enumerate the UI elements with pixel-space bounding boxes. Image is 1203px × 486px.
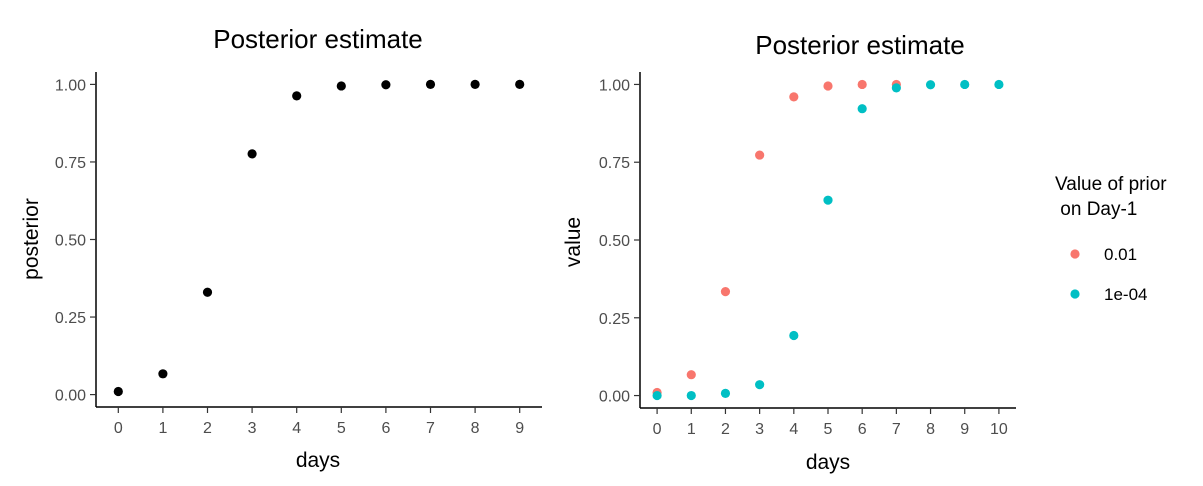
left-chart-series-point <box>470 79 480 90</box>
left-chart-y-tick-label: 0.00 <box>55 388 86 405</box>
right-chart-series-0-01-point <box>857 79 867 90</box>
right-chart-series-1e-04-point <box>720 388 731 398</box>
left-chart-x-tick-label: 4 <box>292 420 301 437</box>
legend-label: 1e-04 <box>1104 285 1147 304</box>
left-chart-y-tick-label: 1.00 <box>55 77 86 94</box>
right-chart-series-0-01-point <box>789 92 799 102</box>
left-chart-series-point <box>292 91 302 101</box>
right-chart-x-tick-label: 8 <box>926 421 935 438</box>
right-chart-y-axis-label: value <box>562 217 585 267</box>
legend-title: Value of prior on Day-1 <box>1055 174 1167 220</box>
left-chart-x-tick-label: 2 <box>203 420 212 437</box>
right-chart-y-tick-label: 0.50 <box>599 233 630 250</box>
legend-swatch <box>1070 249 1080 259</box>
left-chart-series-point <box>113 386 123 397</box>
right-chart-series-1e-04-point <box>686 390 696 401</box>
right-chart-x-axis-label: days <box>806 451 850 474</box>
right-chart-y-tick-label: 0.25 <box>599 311 630 328</box>
right-chart-series-1e-04-point <box>994 79 1004 90</box>
right-chart-series-1e-04-point <box>823 195 833 205</box>
right-chart-x-tick-label: 1 <box>687 421 696 438</box>
left-chart-y-tick-label: 0.75 <box>55 155 86 172</box>
right-chart-x-tick-label: 6 <box>858 421 867 438</box>
right-chart-series-0-01-point <box>823 81 833 91</box>
right-chart-x-tick-label: 0 <box>653 421 662 438</box>
left-chart-y-axis-label: posterior <box>20 198 43 280</box>
left-chart-x-tick-label: 0 <box>114 420 123 437</box>
right-chart-series-1e-04-point <box>891 83 901 93</box>
right-chart-series-0-01-point <box>686 370 696 380</box>
right-chart-series-1e-04-point <box>755 380 765 390</box>
left-chart-y-tick-label: 0.25 <box>55 310 86 327</box>
left-chart-x-tick-label: 9 <box>515 420 524 437</box>
right-chart-panel: Posterior estimate days value 0 1 2 3 4 5 6 7 8 9… <box>562 30 1016 474</box>
right-chart-series-1e-04-point <box>925 80 936 90</box>
left-chart-x-tick-label: 3 <box>248 420 257 437</box>
left-chart-series-point <box>515 79 525 90</box>
right-chart-y-tick-label: 1.00 <box>599 77 630 94</box>
right-chart-series-0-01-point <box>755 150 765 160</box>
left-chart-x-tick-label: 7 <box>426 420 435 437</box>
right-chart-series-1e-04-point <box>789 330 799 341</box>
left-chart-series-point <box>247 149 257 159</box>
legend: Value of prior on Day-1 0.01 1e-04 <box>1055 174 1167 304</box>
left-chart-series-point <box>158 369 168 379</box>
left-chart-series-point <box>202 287 213 297</box>
right-chart-series-1e-04-point <box>652 390 662 401</box>
right-chart-x-tick-label: 3 <box>755 421 764 438</box>
right-chart-x-tick-label: 7 <box>892 421 901 438</box>
legend-label: 0.01 <box>1104 245 1137 264</box>
left-chart-x-tick-label: 5 <box>337 420 346 437</box>
left-chart-series-point <box>336 81 346 91</box>
right-chart-x-tick-label: 5 <box>824 421 833 438</box>
right-chart-series-1e-04-point <box>857 104 867 114</box>
right-chart-x-tick-label: 2 <box>721 421 730 438</box>
right-chart-x-tick-label: 10 <box>990 421 1008 438</box>
legend-swatch <box>1070 289 1080 299</box>
left-chart-x-tick-label: 6 <box>381 420 390 437</box>
left-chart-panel: Posterior estimate days posterior 0 1 2 3 4 5… <box>20 24 542 472</box>
left-chart-title: Posterior estimate <box>213 24 423 54</box>
left-chart-x-tick-label: 8 <box>471 420 480 437</box>
right-chart-x-tick-label: 9 <box>960 421 969 438</box>
right-chart-y-tick-label: 0.75 <box>599 155 630 172</box>
left-chart-series-point <box>425 79 436 90</box>
right-chart-x-tick-label: 4 <box>789 421 798 438</box>
left-chart-x-tick-label: 1 <box>158 420 167 437</box>
left-chart-x-axis-label: days <box>296 449 340 472</box>
right-chart-series-0-01-point <box>720 287 731 297</box>
right-chart-y-tick-label: 0.00 <box>599 389 630 406</box>
left-chart-y-tick-label: 0.50 <box>55 233 86 250</box>
left-chart-series-point <box>381 80 391 90</box>
right-chart-title: Posterior estimate <box>755 30 965 60</box>
right-chart-series-1e-04-point <box>960 79 970 90</box>
